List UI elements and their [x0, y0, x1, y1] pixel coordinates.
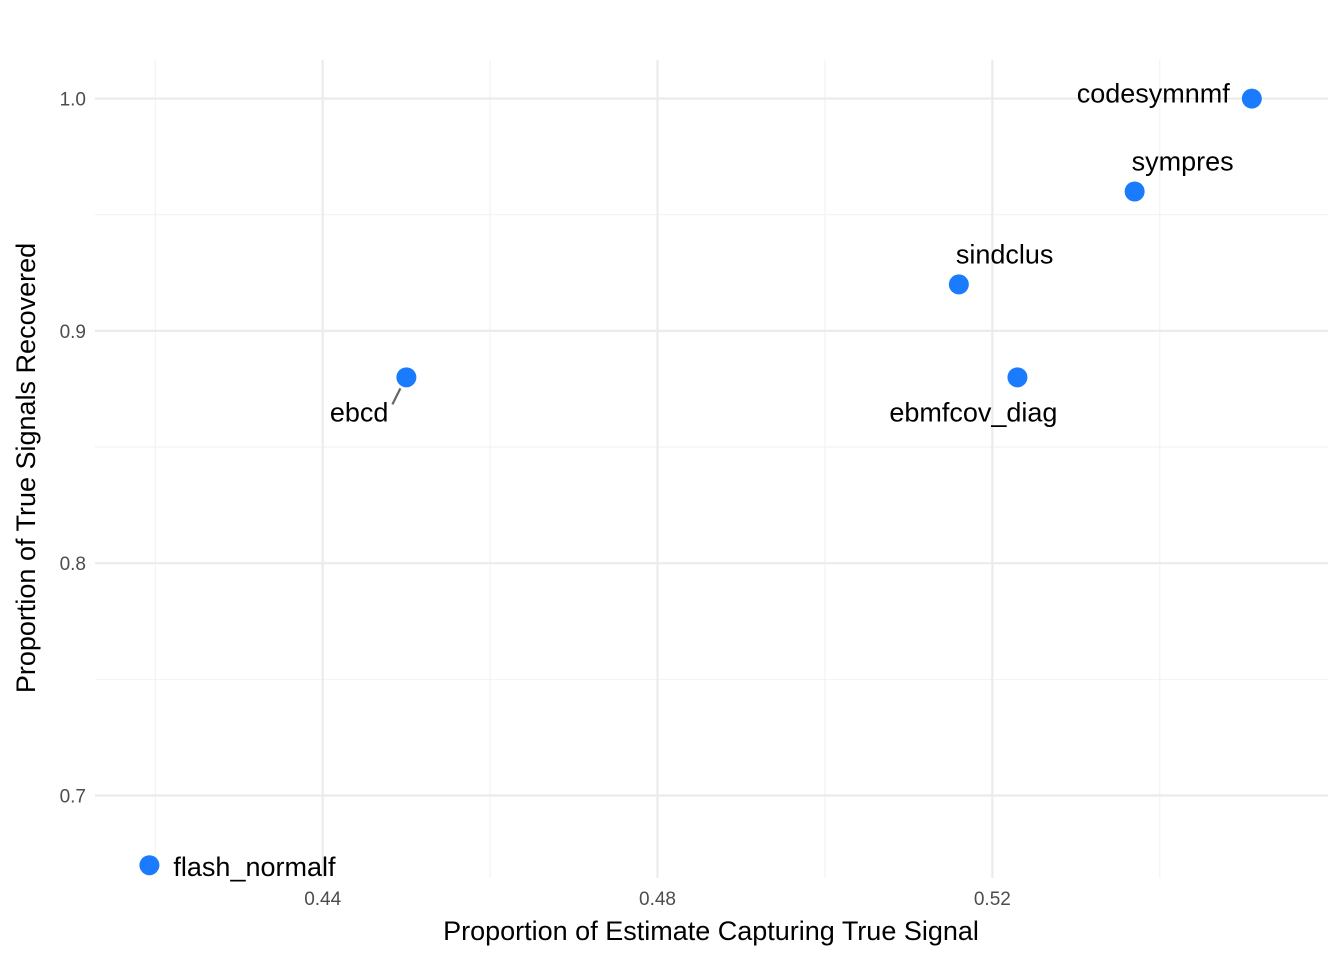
y-axis-ticks: 0.7 0.8 0.9 1.0	[60, 90, 86, 808]
point-label: sindclus	[956, 239, 1054, 269]
data-point-labels: flash_normalf ebcd sindclus ebmfcov_diag sym…	[173, 79, 1233, 883]
x-tick-label: 0.52	[974, 889, 1011, 910]
point-label: ebmfcov_diag	[889, 397, 1057, 427]
point-label: sympres	[1132, 146, 1234, 176]
data-points	[139, 88, 1262, 876]
point-label: codesymnmf	[1077, 79, 1231, 109]
data-point	[1241, 88, 1262, 109]
x-axis-title: Proportion of Estimate Capturing True Si…	[443, 916, 979, 946]
y-tick-label: 0.7	[60, 787, 86, 808]
point-label: ebcd	[330, 397, 389, 427]
x-tick-label: 0.48	[639, 889, 676, 910]
data-point	[139, 855, 160, 876]
y-tick-label: 1.0	[60, 90, 86, 111]
minor-gridlines	[95, 60, 1328, 878]
label-leader-lines	[391, 387, 402, 405]
data-point	[948, 274, 969, 295]
y-axis-title: Proportion of True Signals Recovered	[11, 243, 41, 693]
major-gridlines	[95, 60, 1328, 878]
data-point	[1124, 181, 1145, 202]
x-tick-label: 0.44	[304, 889, 341, 910]
point-label: flash_normalf	[173, 852, 336, 882]
data-point	[396, 367, 417, 388]
y-tick-label: 0.9	[60, 322, 86, 343]
label-leader-line	[391, 387, 402, 405]
data-point	[1007, 367, 1028, 388]
y-tick-label: 0.8	[60, 554, 86, 575]
x-axis-ticks: 0.44 0.48 0.52	[304, 889, 1011, 910]
